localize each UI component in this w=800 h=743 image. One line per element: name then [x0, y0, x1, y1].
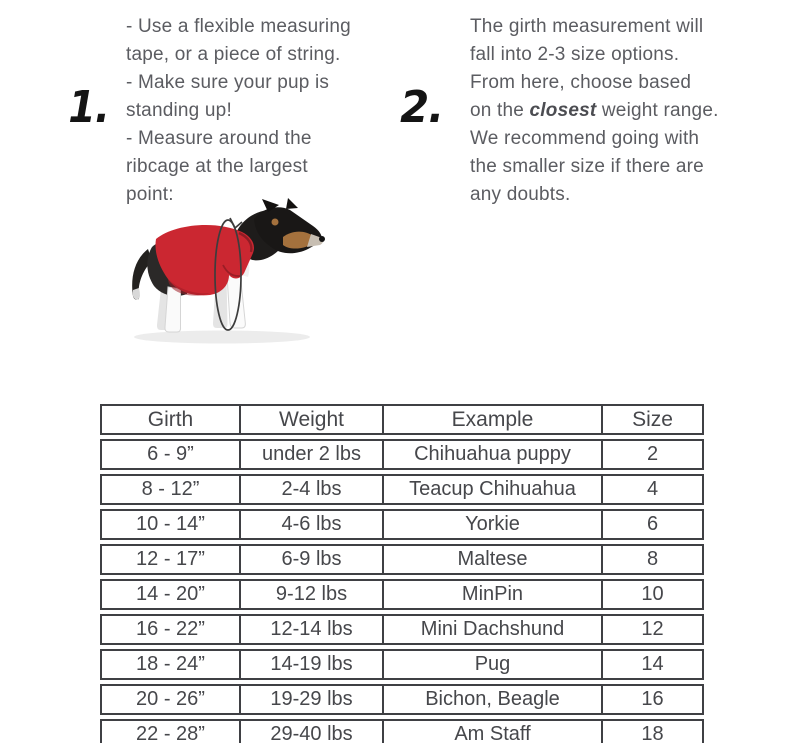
instruction-line: standing up!: [126, 100, 232, 121]
instruction-line: the smaller size if there are: [470, 156, 704, 177]
size-cell: 18: [603, 719, 704, 743]
instruction-line: From here, choose based: [470, 72, 692, 93]
example-cell: Bichon, Beagle: [384, 684, 603, 715]
weight-cell: 6-9 lbs: [241, 544, 384, 575]
weight-cell: 29-40 lbs: [241, 719, 384, 743]
dog-muzzle: [307, 234, 324, 247]
dog-vest-shade: [168, 279, 210, 296]
dog-measurement-illustration: [116, 197, 328, 347]
girth-cell: 6 - 9”: [100, 439, 241, 470]
instruction-line: - Measure around the: [126, 128, 312, 149]
instruction-line: The girth measurement will: [470, 16, 704, 37]
weight-cell: 14-19 lbs: [241, 649, 384, 680]
size-cell: 6: [603, 509, 704, 540]
size-table-row: 8 - 12” 2-4 lbs Teacup Chihuahua 4: [100, 474, 704, 505]
size-table-row: 22 - 28” 29-40 lbs Am Staff 18: [100, 719, 704, 743]
dog-nose: [319, 236, 325, 242]
size-table-row: 14 - 20” 9-12 lbs MinPin 10: [100, 579, 704, 610]
size-table-row: 20 - 26” 19-29 lbs Bichon, Beagle 16: [100, 684, 704, 715]
weight-cell: 19-29 lbs: [241, 684, 384, 715]
girth-cell: 20 - 26”: [100, 684, 241, 715]
instruction-line: - Make sure your pup is: [126, 72, 330, 93]
emphasis-after: weight range.: [596, 100, 719, 121]
instruction-line: point:: [126, 184, 174, 205]
example-cell: Maltese: [384, 544, 603, 575]
dog-shadow: [134, 330, 310, 344]
step-2-instructions: The girth measurement will fall into 2-3…: [470, 13, 719, 209]
girth-cell: 14 - 20”: [100, 579, 241, 610]
example-header: Example: [384, 404, 603, 435]
step-2-number: 2.: [400, 82, 444, 133]
example-cell: Teacup Chihuahua: [384, 474, 603, 505]
girth-cell: 12 - 17”: [100, 544, 241, 575]
girth-cell: 16 - 22”: [100, 614, 241, 645]
size-cell: 10: [603, 579, 704, 610]
step-1-instructions: - Use a flexible measuring tape, or a pi…: [126, 13, 351, 209]
size-cell: 14: [603, 649, 704, 680]
dog-brow-tan: [271, 218, 279, 226]
emphasis-word: closest: [529, 100, 597, 121]
example-cell: Chihuahua puppy: [384, 439, 603, 470]
measuring-loop-icon: [214, 217, 243, 331]
size-cell: 2: [603, 439, 704, 470]
size-table-row: 6 - 9” under 2 lbs Chihuahua puppy 2: [100, 439, 704, 470]
weight-cell: under 2 lbs: [241, 439, 384, 470]
size-chart-table: Girth Weight Example Size 6 - 9” under 2…: [100, 400, 704, 743]
girth-cell: 10 - 14”: [100, 509, 241, 540]
size-cell: 4: [603, 474, 704, 505]
size-table-header-row: Girth Weight Example Size: [100, 404, 704, 435]
size-cell: 8: [603, 544, 704, 575]
emphasis-before: on the: [470, 100, 530, 121]
girth-cell: 18 - 24”: [100, 649, 241, 680]
dog-vest-collar: [238, 231, 253, 253]
weight-cell: 9-12 lbs: [241, 579, 384, 610]
weight-cell: 12-14 lbs: [241, 614, 384, 645]
dog-near-hind-leg: [164, 286, 182, 333]
instruction-line: fall into 2-3 size options.: [470, 44, 680, 65]
size-cell: 12: [603, 614, 704, 645]
size-table-row: 16 - 22” 12-14 lbs Mini Dachshund 12: [100, 614, 704, 645]
size-table-row: 18 - 24” 14-19 lbs Pug 14: [100, 649, 704, 680]
girth-header: Girth: [100, 404, 241, 435]
dog-ear-right: [286, 198, 298, 209]
dog-ear-left: [262, 199, 279, 212]
example-cell: Yorkie: [384, 509, 603, 540]
dog-cheek-tan: [283, 231, 315, 249]
dog-vest: [155, 224, 254, 296]
dog-tail: [132, 249, 152, 300]
weight-cell: 4-6 lbs: [241, 509, 384, 540]
girth-cell: 22 - 28”: [100, 719, 241, 743]
size-table-row: 12 - 17” 6-9 lbs Maltese 8: [100, 544, 704, 575]
size-table-body: 6 - 9” under 2 lbs Chihuahua puppy 2 8 -…: [100, 439, 704, 743]
instruction-line: - Use a flexible measuring: [126, 16, 351, 37]
example-cell: Pug: [384, 649, 603, 680]
instruction-line: tape, or a piece of string.: [126, 44, 341, 65]
example-cell: MinPin: [384, 579, 603, 610]
size-cell: 16: [603, 684, 704, 715]
example-cell: Mini Dachshund: [384, 614, 603, 645]
example-cell: Am Staff: [384, 719, 603, 743]
instruction-line: We recommend going with: [470, 128, 700, 149]
size-header: Size: [603, 404, 704, 435]
girth-cell: 8 - 12”: [100, 474, 241, 505]
instruction-line: any doubts.: [470, 184, 571, 205]
instruction-line: ribcage at the largest: [126, 156, 308, 177]
step-1-number: 1.: [68, 82, 110, 133]
dog-tail-tip: [132, 288, 140, 300]
weight-header: Weight: [241, 404, 384, 435]
weight-cell: 2-4 lbs: [241, 474, 384, 505]
size-table-row: 10 - 14” 4-6 lbs Yorkie 6: [100, 509, 704, 540]
dog-vest-armhole: [222, 264, 241, 277]
instruction-line-emphasis: on the closest weight range.: [470, 97, 719, 125]
dog-in-red-vest-icon: [132, 198, 325, 344]
